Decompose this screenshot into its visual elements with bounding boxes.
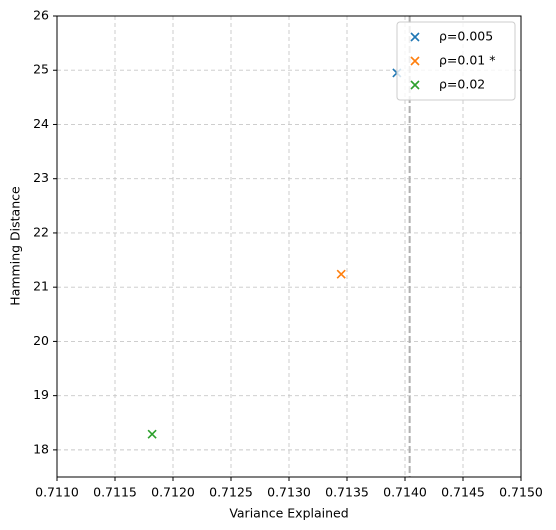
x-tick-label: 0.7150	[499, 485, 543, 500]
y-tick-label: 24	[33, 116, 49, 131]
plot-frame	[56, 15, 522, 478]
legend-label: ρ=0.01 *	[439, 53, 495, 68]
y-tick-label: 18	[33, 441, 49, 456]
y-axis-label: Hamming Distance	[8, 186, 23, 306]
x-tick-label: 0.7125	[209, 485, 253, 500]
y-tick-label: 23	[33, 170, 49, 185]
x-tick-label: 0.7110	[35, 485, 79, 500]
y-tick-label: 19	[33, 387, 49, 402]
y-tick-label: 21	[33, 279, 49, 294]
legend-label: ρ=0.02	[439, 77, 485, 92]
x-tick-label: 0.7145	[441, 485, 485, 500]
y-tick-label: 25	[33, 62, 49, 77]
x-tick-label: 0.7120	[151, 485, 195, 500]
y-tick-label: 26	[33, 8, 49, 23]
x-tick-label: 0.7130	[267, 485, 311, 500]
x-tick-label: 0.7140	[383, 485, 427, 500]
marker	[336, 269, 346, 279]
y-tick-label: 22	[33, 224, 49, 239]
legend: ρ=0.005 ρ=0.01 * ρ=0.02	[396, 21, 516, 101]
legend-marker	[410, 56, 420, 66]
legend-marker	[410, 80, 420, 90]
x-axis-label: Variance Explained	[229, 506, 348, 521]
legend-label: ρ=0.005	[439, 29, 493, 44]
legend-box	[396, 21, 516, 101]
y-tick-label: 20	[33, 333, 49, 348]
legend-marker	[410, 32, 420, 42]
marker	[147, 429, 157, 439]
x-tick-label: 0.7115	[93, 485, 137, 500]
x-tick-label: 0.7135	[325, 485, 369, 500]
